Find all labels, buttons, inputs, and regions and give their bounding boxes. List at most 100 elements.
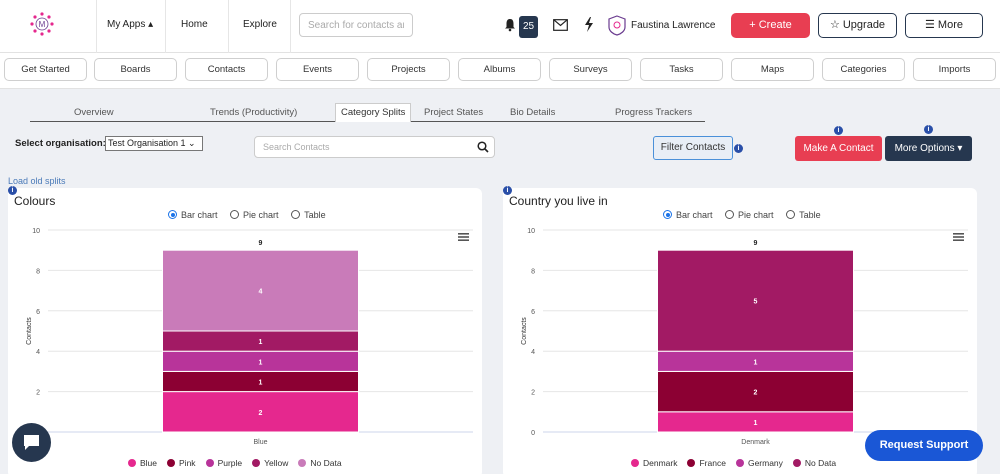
tab-category-splits[interactable]: Category Splits (335, 103, 412, 122)
create-button[interactable]: + Create (731, 13, 810, 38)
module-albums[interactable]: Albums (458, 58, 541, 81)
radio-bar-chart[interactable]: Bar chart (663, 210, 713, 220)
legend-swatch (631, 459, 639, 467)
legend-item[interactable]: Pink (167, 458, 196, 468)
module-boards[interactable]: Boards (94, 58, 177, 81)
user-avatar-icon[interactable] (608, 15, 626, 36)
app-logo-icon[interactable]: M (30, 12, 54, 36)
data-label: 1 (259, 380, 263, 387)
module-contacts[interactable]: Contacts (185, 58, 268, 81)
legend-item[interactable]: Blue (128, 458, 157, 468)
info-icon[interactable]: i (8, 186, 17, 195)
filter-contacts-button[interactable]: Filter Contacts (653, 136, 733, 160)
chart-type-selector: Bar chart Pie chart Table (663, 210, 831, 220)
legend-item[interactable]: Germany (735, 458, 783, 468)
tab-overview[interactable]: Overview (74, 107, 114, 118)
make-contact-button[interactable]: Make A Contact (795, 136, 882, 161)
radio-label: Bar chart (676, 210, 713, 220)
info-icon[interactable]: i (503, 186, 512, 195)
legend-item[interactable]: No Data (298, 458, 342, 468)
organisation-label: Select organisation: (15, 138, 106, 149)
y-tick-label: 6 (36, 309, 40, 316)
top-navbar: M My Apps ▴ Home Explore 25 Faustina Law… (0, 0, 1000, 53)
legend-item[interactable]: Denmark (631, 458, 677, 468)
radio-label: Pie chart (738, 210, 774, 220)
tab-project-states[interactable]: Project States (424, 107, 484, 118)
total-label: 9 (259, 240, 263, 247)
my-apps-menu[interactable]: My Apps ▴ (107, 19, 154, 30)
info-icon[interactable]: i (734, 144, 743, 153)
y-tick-label: 2 (531, 390, 535, 397)
search-icon[interactable] (477, 141, 489, 153)
global-search-input[interactable] (299, 13, 413, 37)
lightning-icon[interactable] (583, 17, 595, 32)
stacked-bar-chart: 0 2 4 6 8 10 Contacts 1 2 1 5 9 Denmark (521, 228, 968, 446)
data-label: 1 (754, 420, 758, 427)
radio-pie-chart[interactable]: Pie chart (230, 210, 279, 220)
legend-item[interactable]: No Data (792, 458, 837, 468)
radio-bar-chart[interactable]: Bar chart (168, 210, 218, 220)
module-surveys[interactable]: Surveys (549, 58, 632, 81)
module-projects[interactable]: Projects (367, 58, 450, 81)
stacked-bar-chart: 0246810Contacts211149Blue (26, 228, 473, 446)
radio-dot (168, 210, 177, 219)
module-get-started[interactable]: Get Started (4, 58, 87, 81)
info-icon[interactable]: i (924, 125, 933, 134)
info-icon[interactable]: i (834, 126, 843, 135)
module-tasks[interactable]: Tasks (640, 58, 723, 81)
more-button[interactable]: ☰ More (905, 13, 983, 38)
legend-item[interactable]: Purple (205, 458, 242, 468)
chat-icon (24, 435, 39, 450)
radio-pie-chart[interactable]: Pie chart (725, 210, 774, 220)
legend-swatch (128, 459, 136, 467)
data-label: 4 (259, 289, 263, 296)
tab-trends[interactable]: Trends (Productivity) (210, 107, 298, 118)
analytics-tabs: Overview Trends (Productivity) Category … (30, 103, 705, 122)
notification-count-badge[interactable]: 25 (519, 16, 538, 38)
request-support-button[interactable]: Request Support (865, 430, 983, 461)
chart-menu-icon[interactable] (458, 233, 469, 241)
data-label: 2 (259, 410, 263, 417)
bar-segment (162, 391, 359, 433)
y-tick-label: 8 (531, 268, 535, 275)
module-navbar: Get Started Boards Contacts Events Proje… (0, 53, 1000, 89)
upgrade-button[interactable]: ☆ Upgrade (818, 13, 897, 38)
module-imports[interactable]: Imports (913, 58, 996, 81)
legend-label: No Data (804, 458, 837, 468)
user-name[interactable]: Faustina Lawrence (631, 20, 716, 31)
radio-label: Table (799, 210, 821, 220)
organisation-select[interactable]: Test Organisation 1 ⌄ (105, 136, 203, 151)
load-old-splits-link[interactable]: Load old splits (8, 176, 66, 186)
legend-item[interactable]: France (687, 458, 726, 468)
legend-item[interactable]: Yellow (252, 458, 288, 468)
legend-label: Germany (747, 458, 783, 468)
chat-widget-button[interactable] (12, 423, 51, 462)
radio-dot (230, 210, 240, 219)
explore-link[interactable]: Explore (243, 19, 277, 30)
module-categories[interactable]: Categories (822, 58, 905, 81)
tab-progress-trackers[interactable]: Progress Trackers (615, 107, 693, 118)
svg-text:M: M (39, 20, 46, 29)
contact-search-input[interactable]: Search Contacts (254, 136, 495, 158)
data-label: 5 (754, 299, 758, 306)
radio-table[interactable]: Table (291, 210, 326, 220)
chart-menu-icon[interactable] (953, 233, 964, 241)
x-tick-label: Denmark (741, 439, 770, 446)
y-tick-label: 10 (527, 228, 535, 235)
tab-bio-details[interactable]: Bio Details (510, 107, 556, 118)
home-link[interactable]: Home (181, 19, 208, 30)
legend-swatch (205, 459, 214, 467)
mail-icon[interactable] (553, 19, 568, 31)
y-tick-label: 8 (36, 268, 40, 275)
legend-label: Pink (179, 458, 196, 468)
radio-table[interactable]: Table (786, 210, 821, 220)
more-options-button[interactable]: More Options ▾ (885, 136, 972, 161)
bell-icon[interactable] (503, 18, 517, 32)
chart-type-selector: Bar chart Pie chart Table (168, 210, 336, 220)
legend-label: Blue (140, 458, 158, 468)
data-label: 1 (259, 339, 263, 346)
chart-title: Country you live in (509, 194, 608, 208)
module-maps[interactable]: Maps (731, 58, 814, 81)
module-events[interactable]: Events (276, 58, 359, 81)
bar-segment (657, 249, 854, 352)
